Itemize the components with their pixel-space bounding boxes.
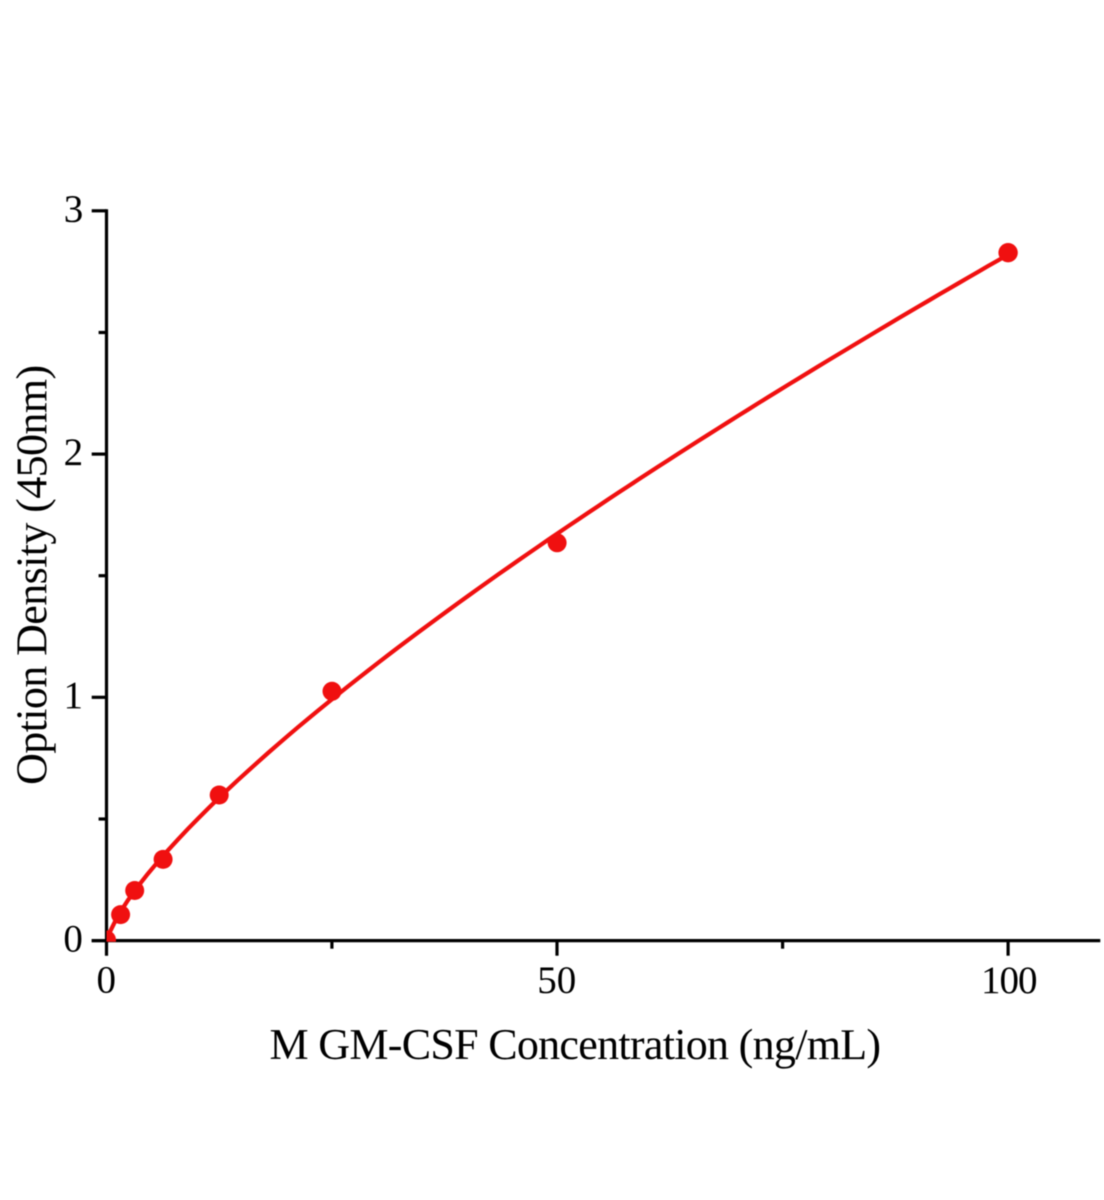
svg-text:50: 50 [537,959,576,1002]
svg-text:M GM-CSF Concentration (ng/mL): M GM-CSF Concentration (ng/mL) [270,1020,881,1069]
svg-text:1: 1 [63,674,83,717]
svg-text:100: 100 [981,959,1037,1002]
svg-text:0: 0 [63,918,83,961]
svg-text:2: 2 [64,431,84,474]
svg-text:Option Density (450nm): Option Density (450nm) [7,365,56,784]
svg-text:3: 3 [64,188,84,231]
svg-text:0: 0 [97,959,117,1002]
